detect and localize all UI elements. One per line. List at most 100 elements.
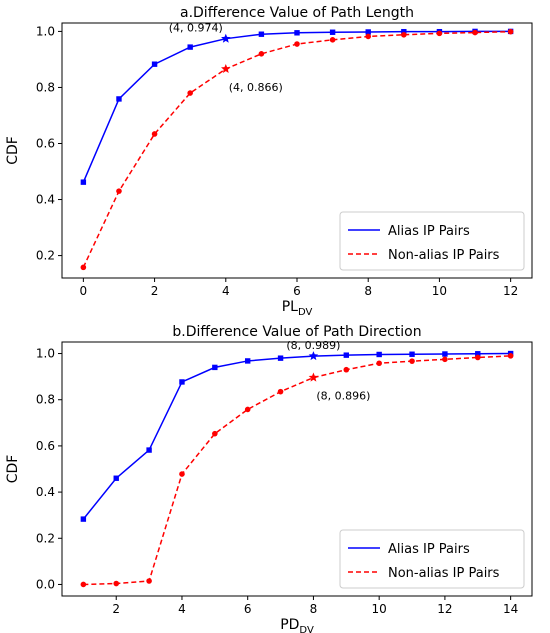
data-point-alias bbox=[401, 28, 407, 35]
data-point-alias bbox=[113, 475, 119, 481]
y-tick-label: 0.4 bbox=[36, 485, 55, 499]
data-point-non-alias bbox=[329, 37, 336, 43]
data-point-non-alias bbox=[507, 353, 514, 359]
data-point-alias bbox=[409, 351, 415, 357]
annotated-point-marker bbox=[221, 33, 231, 43]
plot-area-frame bbox=[61, 341, 533, 597]
chart-title: b.Difference Value of Path Direction bbox=[172, 324, 421, 340]
data-point-alias bbox=[442, 351, 448, 357]
data-point-non-alias bbox=[179, 471, 185, 477]
x-tick-label: 4 bbox=[222, 284, 230, 298]
y-tick-label: 0.0 bbox=[36, 577, 55, 591]
point-annotation: (8, 0.896) bbox=[316, 390, 370, 403]
data-point-non-alias bbox=[146, 578, 152, 584]
chart-title: a.Difference Value of Path Length bbox=[180, 5, 414, 21]
data-point-alias bbox=[277, 355, 284, 361]
data-point-non-alias bbox=[474, 354, 481, 361]
x-tick-label: 2 bbox=[151, 284, 159, 298]
x-tick-label: 8 bbox=[310, 602, 318, 616]
y-tick-label: 0.2 bbox=[36, 249, 55, 263]
data-point-non-alias bbox=[151, 131, 158, 137]
y-tick-label: 0.4 bbox=[36, 193, 55, 207]
point-annotation: (4, 0.974) bbox=[169, 22, 223, 35]
legend-label-non-alias: Non-alias IP Pairs bbox=[388, 566, 500, 581]
data-point-alias bbox=[80, 516, 87, 522]
annotated-point-marker bbox=[308, 372, 319, 382]
data-point-non-alias bbox=[442, 356, 448, 363]
data-point-non-alias bbox=[113, 580, 120, 587]
x-tick-label: 6 bbox=[293, 284, 301, 298]
data-point-non-alias bbox=[436, 30, 443, 37]
x-axis-label-main: PL bbox=[282, 299, 298, 315]
x-tick-label: 12 bbox=[437, 602, 452, 616]
data-point-alias bbox=[365, 29, 371, 35]
point-annotation: (4, 0.866) bbox=[229, 81, 283, 94]
data-point-non-alias bbox=[212, 430, 218, 437]
x-tick-label: 14 bbox=[503, 602, 518, 616]
x-tick-label: 0 bbox=[80, 284, 88, 298]
data-point-alias bbox=[258, 31, 265, 37]
plot-area-frame bbox=[61, 22, 533, 279]
x-axis-label: PLDV bbox=[282, 299, 313, 318]
legend-box bbox=[339, 211, 525, 271]
x-axis-label-subscript: DV bbox=[299, 625, 314, 633]
data-point-alias bbox=[146, 447, 152, 453]
x-axis-label: PDDV bbox=[280, 617, 314, 633]
legend-label-alias: Alias IP Pairs bbox=[388, 224, 470, 239]
chart-panel-1: b.Difference Value of Path Direction CDF P… bbox=[5, 324, 533, 633]
annotated-point-marker bbox=[308, 351, 319, 361]
x-tick-label: 6 bbox=[244, 602, 252, 616]
x-tick-label: 8 bbox=[364, 284, 372, 298]
data-point-non-alias bbox=[80, 581, 87, 588]
data-point-non-alias bbox=[472, 29, 478, 36]
data-point-alias bbox=[187, 44, 193, 50]
x-tick-label: 10 bbox=[432, 284, 447, 298]
x-tick-label: 4 bbox=[178, 602, 186, 616]
series-line-alias bbox=[82, 352, 511, 520]
data-point-non-alias bbox=[277, 388, 284, 395]
data-point-alias bbox=[116, 96, 122, 102]
data-point-non-alias bbox=[409, 358, 415, 364]
annotated-point-marker bbox=[221, 63, 231, 73]
data-point-non-alias bbox=[294, 41, 300, 47]
legend: Alias IP Pairs Non-alias IP Pairs bbox=[339, 529, 525, 589]
y-tick-label: 0.8 bbox=[36, 80, 55, 94]
data-point-alias bbox=[329, 29, 336, 35]
data-point-non-alias bbox=[343, 366, 350, 373]
y-tick-label: 0.6 bbox=[36, 439, 55, 453]
y-axis-label: CDF bbox=[5, 136, 21, 165]
x-tick-label: 12 bbox=[503, 284, 518, 298]
data-point-non-alias bbox=[187, 90, 193, 96]
y-tick-label: 0.6 bbox=[36, 136, 55, 150]
x-tick-label: 2 bbox=[112, 602, 120, 616]
data-point-non-alias bbox=[244, 406, 251, 413]
data-point-non-alias bbox=[258, 51, 265, 57]
legend: Alias IP Pairs Non-alias IP Pairs bbox=[339, 211, 525, 271]
data-point-alias bbox=[80, 179, 87, 185]
data-point-alias bbox=[376, 351, 382, 358]
data-point-non-alias bbox=[401, 31, 407, 38]
y-tick-label: 0.8 bbox=[36, 393, 55, 407]
y-tick-label: 1.0 bbox=[36, 347, 55, 361]
y-tick-label: 1.0 bbox=[36, 24, 55, 38]
data-point-non-alias bbox=[376, 360, 382, 367]
data-point-alias bbox=[179, 379, 185, 385]
y-tick-label: 0.2 bbox=[36, 531, 55, 545]
series-line-non-alias bbox=[83, 355, 511, 586]
series-line-alias bbox=[82, 30, 511, 183]
legend-label-non-alias: Non-alias IP Pairs bbox=[388, 248, 500, 263]
x-tick-label: 10 bbox=[372, 602, 387, 616]
point-annotation: (8, 0.989) bbox=[286, 339, 340, 352]
data-point-non-alias bbox=[507, 28, 514, 35]
data-point-non-alias bbox=[80, 264, 87, 271]
data-point-alias bbox=[343, 352, 350, 358]
data-point-non-alias bbox=[365, 33, 372, 40]
x-axis-label-subscript: DV bbox=[298, 307, 313, 318]
data-point-alias bbox=[151, 61, 158, 67]
data-point-alias bbox=[244, 358, 251, 364]
chart-panel-0: a.Difference Value of Path Length CDF PLDV… bbox=[5, 5, 533, 318]
data-point-alias bbox=[212, 364, 218, 371]
data-point-alias bbox=[294, 30, 300, 36]
y-axis-label: CDF bbox=[5, 455, 21, 484]
